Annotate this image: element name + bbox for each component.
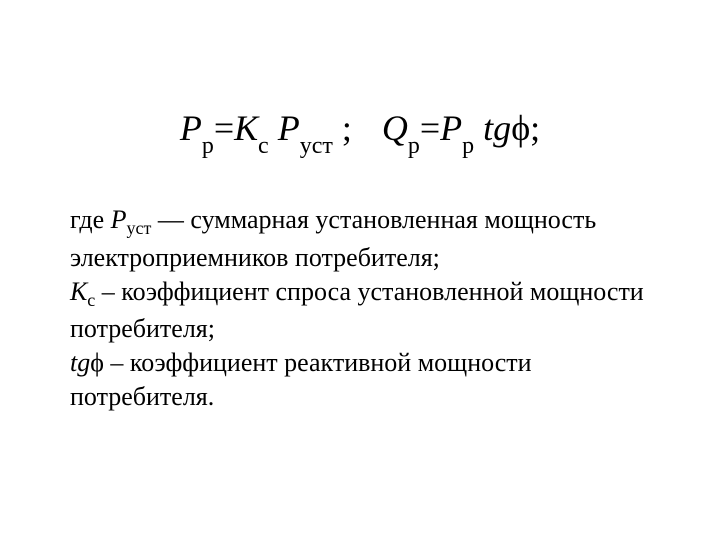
- semi2: ;: [530, 108, 540, 148]
- desc-line3-rest: – коэффициент реактивной мощности потреб…: [70, 348, 532, 411]
- sub-p3: р: [462, 133, 474, 159]
- var-P3: Р: [440, 108, 462, 148]
- semi1: ;: [333, 108, 352, 148]
- sub-ust: уст: [300, 133, 333, 159]
- desc-line1-rest: — суммарная установленная мощность элект…: [70, 205, 596, 272]
- sub-c: с: [258, 133, 269, 159]
- tg-text: tg: [474, 108, 511, 148]
- desc-tg: tg: [70, 348, 90, 377]
- desc-line2-rest: – коэффициент спроса установленной мощно…: [70, 277, 644, 344]
- description-block: где Руст — суммарная установленная мощно…: [70, 203, 650, 413]
- desc-where: где: [70, 205, 111, 234]
- desc-phi: ϕ: [90, 348, 104, 377]
- var-K: К: [234, 108, 258, 148]
- desc-Psub: уст: [127, 218, 152, 238]
- eq1: =: [214, 108, 234, 148]
- var-P2: Р: [278, 108, 300, 148]
- sub-p-q: р: [408, 133, 420, 159]
- desc-Pvar: Р: [111, 205, 127, 234]
- var-Q: Q: [382, 108, 408, 148]
- var-P: Р: [180, 108, 202, 148]
- space1: [269, 108, 278, 148]
- desc-Kvar: К: [70, 277, 87, 306]
- eq2: =: [420, 108, 440, 148]
- sub-p1: р: [202, 133, 214, 159]
- formula-line: Рр=Кс Руст ;Qр=Рр tgϕ;: [70, 110, 650, 153]
- phi-symbol: ϕ: [511, 108, 530, 148]
